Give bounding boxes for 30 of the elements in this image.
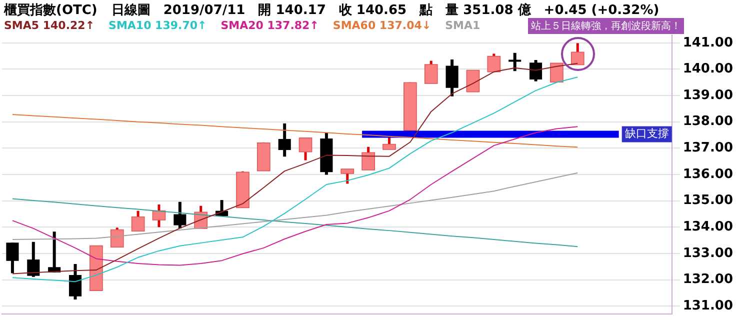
candlestick — [278, 123, 291, 157]
candlestick — [68, 264, 82, 300]
text: SMA1 — [445, 19, 480, 32]
y-tick-label: 134.00 — [682, 220, 734, 235]
candlestick — [446, 59, 458, 96]
y-tick-label: 139.00 — [682, 88, 734, 103]
y-tick-label: 140.00 — [682, 62, 734, 77]
candlestick — [27, 242, 40, 277]
candlestick — [174, 202, 186, 228]
y-tick-label: 136.00 — [682, 166, 734, 182]
y-tick-label: 131.00 — [682, 298, 734, 314]
ref-line-label: 缺口支撐 — [624, 127, 669, 140]
text: SMA20 137.82↑ — [220, 19, 319, 32]
chart-title: 櫃買指數(OTC) — [4, 3, 98, 18]
text: SMA60 137.04↓ — [332, 19, 432, 32]
y-tick-label: 133.00 — [682, 246, 734, 261]
candlestick — [508, 52, 522, 72]
candlestick — [6, 242, 19, 274]
y-tick-label: 135.00 — [682, 193, 734, 208]
chart-subtitle: 日線圖 2019/07/11 開 140.17 收 140.65 點 量 351.08 億 +0.45 (+0.32%) — [111, 3, 660, 18]
y-tick-label: 132.00 — [682, 272, 734, 288]
candlestick — [529, 60, 542, 82]
candlestick — [487, 52, 501, 74]
text: 站上５日線轉強，再創波段新高！ — [528, 18, 684, 34]
y-tick-label: 141.00 — [682, 35, 734, 50]
text: SMA10 139.70↑ — [108, 19, 207, 32]
y-tick-label: 138.00 — [682, 114, 734, 130]
candlestick — [424, 60, 438, 85]
text: SMA5 140.22↑ — [4, 19, 95, 32]
y-tick-label: 137.00 — [682, 140, 734, 156]
